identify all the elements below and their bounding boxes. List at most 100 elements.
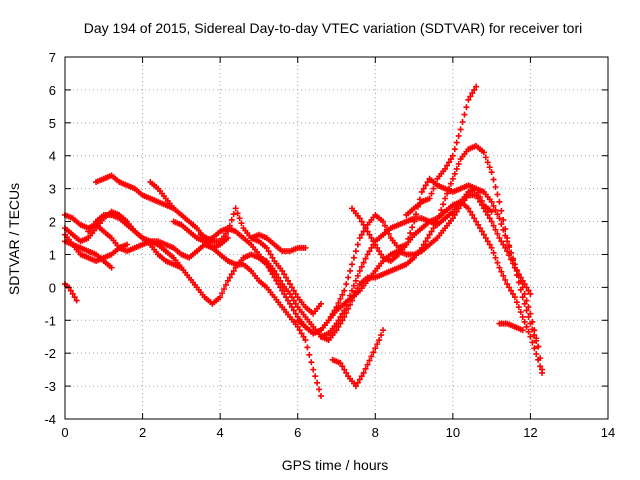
data-point-marker: [219, 290, 226, 297]
data-point-marker: [461, 111, 468, 118]
data-point-marker: [288, 284, 295, 291]
x-tick-label: 12: [523, 425, 537, 440]
data-point-marker: [465, 205, 472, 212]
data-point-marker: [273, 271, 280, 278]
data-point-marker: [352, 248, 359, 255]
data-point-marker: [494, 230, 501, 237]
data-point-marker: [513, 272, 520, 279]
data-point-marker: [232, 205, 239, 212]
data-point-marker: [500, 241, 507, 248]
data-point-marker: [453, 139, 460, 146]
data-point-marker: [432, 180, 439, 187]
data-point-marker: [432, 221, 439, 228]
y-tick-label: 0: [49, 280, 56, 295]
data-point-marker: [498, 238, 505, 245]
data-point-marker: [333, 327, 340, 334]
data-point-marker: [523, 323, 530, 330]
data-point-marker: [508, 249, 515, 256]
data-point-marker: [500, 216, 507, 223]
data-point-marker: [292, 310, 299, 317]
data-point-marker: [459, 118, 466, 125]
data-point-marker: [428, 228, 435, 235]
data-point-marker: [354, 272, 361, 279]
data-point-marker: [494, 191, 501, 198]
data-point-marker: [316, 386, 323, 393]
data-point-marker: [347, 267, 354, 274]
data-point-marker: [374, 341, 381, 348]
data-point-marker: [308, 359, 315, 366]
data-point-marker: [490, 222, 497, 229]
data-point-marker: [226, 222, 233, 229]
x-tick-label: 10: [446, 425, 460, 440]
data-point-marker: [358, 263, 365, 270]
data-point-marker: [469, 90, 476, 97]
data-point-marker: [527, 333, 534, 340]
x-tick-label: 6: [294, 425, 301, 440]
data-point-marker: [494, 259, 501, 266]
data-point-marker: [498, 268, 505, 275]
data-point-marker: [356, 376, 363, 383]
data-point-marker: [496, 215, 503, 222]
data-point-marker: [486, 215, 493, 222]
data-point-marker: [380, 218, 387, 225]
data-point-marker: [492, 183, 499, 190]
data-point-marker: [360, 221, 367, 228]
data-point-marker: [409, 224, 416, 231]
data-point-marker: [277, 277, 284, 284]
data-point-marker: [228, 216, 235, 223]
data-point-marker: [438, 207, 445, 214]
data-point-marker: [467, 93, 474, 100]
data-point-marker: [453, 208, 460, 215]
data-point-marker: [519, 294, 526, 301]
data-point-marker: [286, 281, 293, 288]
data-point-marker: [490, 249, 497, 256]
data-point-marker: [337, 295, 344, 302]
y-tick-label: -4: [44, 412, 56, 427]
data-point-marker: [380, 327, 387, 334]
data-point-marker: [484, 211, 491, 218]
data-point-marker: [426, 231, 433, 238]
data-point-marker: [498, 207, 505, 214]
data-point-marker: [283, 294, 290, 301]
data-point-marker: [525, 287, 532, 294]
data-point-marker: [523, 297, 530, 304]
data-point-marker: [430, 225, 437, 232]
series-arc-11: [248, 231, 309, 255]
data-point-marker: [490, 176, 497, 183]
data-point-marker: [537, 355, 544, 362]
data-point-marker: [370, 349, 377, 356]
data-point-marker: [354, 379, 361, 386]
data-point-marker: [349, 261, 356, 268]
data-point-marker: [362, 255, 369, 262]
data-point-marker: [500, 272, 507, 279]
data-point-marker: [228, 271, 235, 278]
series-arc-15: [329, 327, 387, 390]
data-point-marker: [502, 276, 509, 283]
data-point-marker: [349, 297, 356, 304]
data-point-marker: [285, 297, 292, 304]
data-point-marker: [345, 274, 352, 281]
data-point-marker: [366, 248, 373, 255]
x-tick-label: 8: [372, 425, 379, 440]
data-point-marker: [317, 300, 324, 307]
data-point-marker: [525, 328, 532, 335]
data-point-marker: [279, 287, 286, 294]
data-point-marker: [403, 241, 410, 248]
data-point-marker: [341, 287, 348, 294]
data-point-marker: [360, 369, 367, 376]
chart-title: Day 194 of 2015, Sidereal Day-to-day VTE…: [84, 20, 583, 36]
data-point-marker: [407, 230, 414, 237]
data-point-marker: [420, 241, 427, 248]
data-point-marker: [343, 281, 350, 288]
data-point-marker: [418, 244, 425, 251]
data-point-marker: [221, 286, 228, 293]
data-point-marker: [339, 363, 346, 370]
data-point-marker: [292, 290, 299, 297]
data-point-marker: [73, 297, 80, 304]
data-point-marker: [362, 225, 369, 232]
data-point-marker: [418, 188, 425, 195]
data-point-marker: [506, 284, 513, 291]
x-tick-label: 2: [139, 425, 146, 440]
data-point-marker: [430, 185, 437, 192]
data-point-marker: [527, 290, 534, 297]
